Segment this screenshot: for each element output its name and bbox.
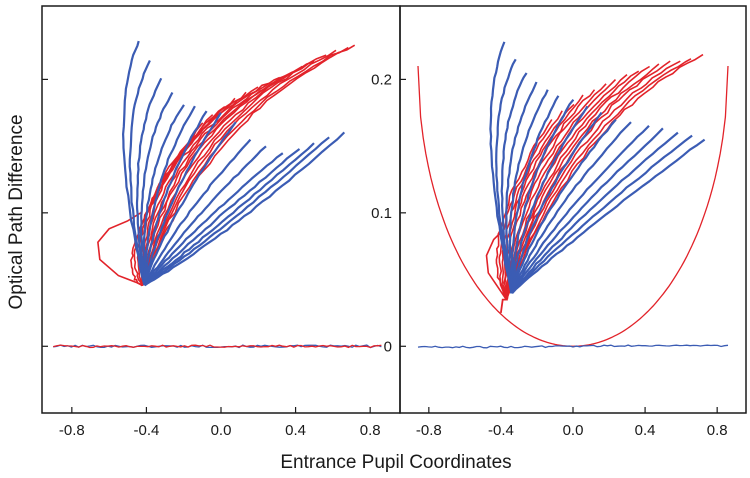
left-panel-ticks: -0.8 -0.4 0.0 0.4 0.8: [42, 78, 381, 439]
left-blue-curve: [143, 112, 222, 286]
right-blue-curve: [489, 41, 513, 294]
right-panel-ticks: -0.8 -0.4 0.0 0.4 0.8 0 0.1 0.2: [371, 71, 727, 439]
left-blue-curve: [143, 105, 196, 286]
right-blue-curve: [510, 131, 679, 294]
right-blue-curve: [495, 58, 517, 294]
right-panel-marks: [417, 41, 729, 349]
left-blue-curve: [142, 104, 185, 285]
right-blue-curve: [511, 134, 693, 294]
left-blue-curve: [143, 138, 252, 286]
left-red-loop: [97, 212, 143, 286]
right-blue-curve: [510, 121, 632, 294]
right-y-tick-label: 0.1: [371, 205, 392, 222]
right-x-tick-label: 0.8: [707, 422, 728, 439]
left-x-tick-label: 0.8: [360, 422, 381, 439]
right-x-tick-label: -0.4: [488, 422, 514, 439]
left-blue-curve: [143, 148, 301, 287]
left-blue-curve: [143, 136, 330, 286]
right-panel-frame: [399, 5, 747, 414]
x-axis-title: Entrance Pupil Coordinates: [280, 452, 511, 473]
left-panel: -0.8 -0.4 0.0 0.4 0.8: [41, 5, 401, 439]
y-axis-title: Optical Path Difference: [6, 114, 27, 309]
left-x-tick-label: -0.8: [59, 422, 85, 439]
left-red-curve: [142, 76, 281, 286]
right-blue-curve: [510, 99, 575, 293]
right-red-curve: [501, 103, 575, 300]
left-blue-curve: [144, 142, 315, 286]
right-red-bowl-curve: [417, 65, 729, 347]
right-blue-curve: [510, 111, 603, 294]
right-red-curve: [505, 53, 704, 301]
left-x-tick-label: 0.4: [285, 422, 306, 439]
right-x-tick-label: 0.4: [635, 422, 656, 439]
left-red-curve: [141, 44, 356, 287]
right-blue-curve: [508, 89, 549, 294]
right-blue-curve: [511, 138, 706, 294]
right-blue-curve: [505, 81, 538, 294]
right-blue-curve: [510, 118, 617, 294]
right-blue-curve: [500, 72, 528, 294]
right-blue-curve: [510, 127, 664, 294]
left-blue-curve: [135, 77, 163, 286]
right-blue-curve: [511, 105, 589, 293]
right-blue-curve: [510, 95, 560, 294]
right-red-loop: [485, 228, 507, 301]
left-x-tick-label: 0.0: [211, 422, 232, 439]
left-blue-curve: [143, 152, 284, 286]
right-x-tick-label: 0.0: [563, 422, 584, 439]
right-y-tick-label: 0.2: [371, 71, 392, 88]
left-panel-marks: [53, 40, 382, 349]
right-red-tail: [500, 298, 507, 314]
left-blue-curve: [143, 145, 267, 286]
left-blue-curve: [143, 121, 237, 286]
left-blue-curve: [144, 131, 346, 287]
left-red-curve: [142, 60, 315, 285]
right-panel: -0.8 -0.4 0.0 0.4 0.8 0 0.1 0.2: [371, 5, 747, 439]
left-x-tick-label: -0.4: [133, 422, 159, 439]
right-blue-baseline: [417, 344, 729, 349]
left-red-baseline: [53, 344, 382, 349]
left-blue-curve: [128, 60, 151, 286]
left-blue-curve: [139, 91, 174, 286]
right-red-curve: [504, 58, 692, 301]
right-y-tick-label: 0: [384, 338, 392, 355]
left-panel-frame: [41, 5, 401, 414]
right-blue-curve: [510, 125, 650, 294]
right-x-tick-label: -0.8: [416, 422, 442, 439]
left-blue-curve: [143, 110, 208, 286]
